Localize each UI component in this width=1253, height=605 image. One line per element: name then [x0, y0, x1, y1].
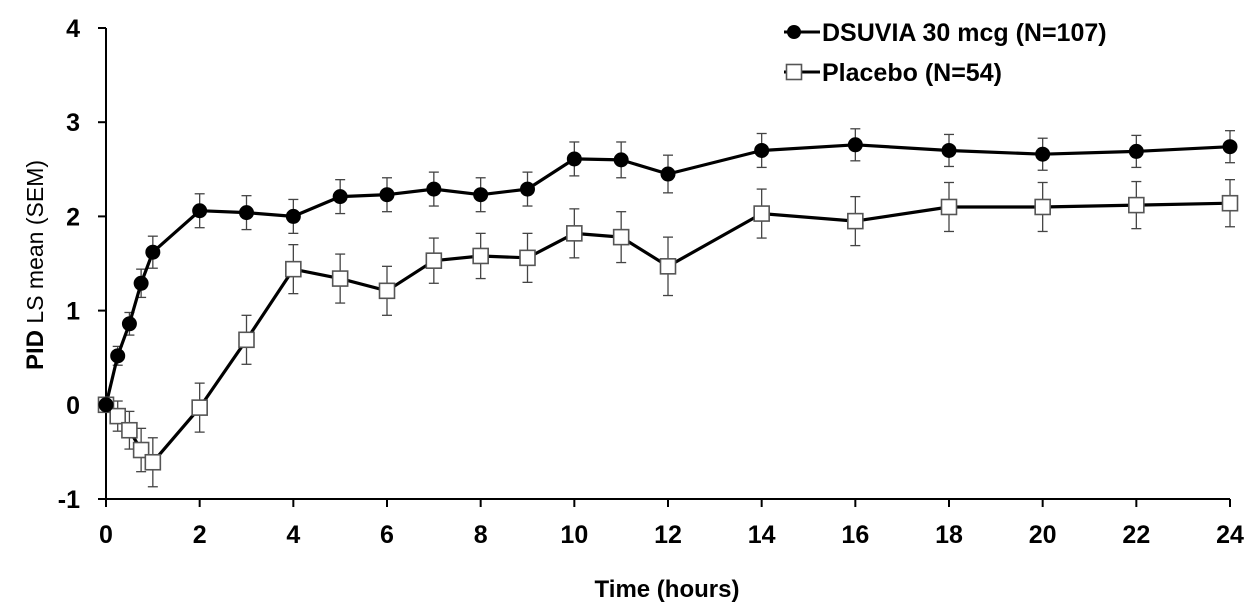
data-point-dsuvia [379, 187, 395, 203]
data-point-placebo [566, 225, 583, 242]
y-tick-label: 4 [66, 15, 80, 43]
data-point-dsuvia [98, 397, 114, 413]
data-point-placebo [191, 399, 208, 416]
data-point-placebo [238, 331, 255, 349]
x-tick-label: 16 [841, 521, 869, 549]
data-point-dsuvia [660, 166, 676, 182]
data-point-dsuvia [426, 181, 442, 197]
data-point-placebo [144, 453, 162, 471]
x-tick-label: 8 [474, 521, 488, 549]
error-bars [112, 128, 1235, 488]
y-axis-title-bold: PID [22, 330, 49, 370]
data-point-dsuvia [613, 152, 629, 168]
axes [98, 27, 1231, 507]
x-tick-label: 2 [193, 521, 207, 549]
legend-label-1: Placebo (N=54) [822, 59, 1002, 87]
data-point-dsuvia [110, 348, 126, 364]
x-tick-label: 22 [1122, 521, 1150, 549]
data-point-dsuvia [941, 142, 957, 158]
series-markers [97, 137, 1239, 471]
x-tick-label: 24 [1216, 521, 1244, 549]
data-point-dsuvia [1128, 143, 1144, 159]
data-point-dsuvia [239, 205, 254, 221]
data-point-dsuvia [754, 142, 770, 158]
data-point-placebo [132, 441, 150, 459]
data-point-dsuvia [566, 151, 582, 167]
y-tick-label: 3 [66, 109, 80, 137]
data-point-dsuvia [1035, 146, 1051, 162]
x-tick-label: 20 [1029, 521, 1057, 549]
data-point-placebo [659, 258, 677, 275]
data-point-dsuvia [1222, 139, 1238, 155]
data-point-placebo [121, 421, 138, 439]
y-tick-label: 0 [66, 392, 80, 420]
data-point-dsuvia [133, 275, 149, 291]
legend-marker-placebo [785, 63, 803, 81]
data-point-placebo [285, 260, 302, 278]
x-axis-title: Time (hours) [595, 576, 740, 603]
data-point-dsuvia [473, 187, 489, 203]
data-point-dsuvia [332, 189, 348, 205]
data-point-dsuvia [520, 181, 535, 197]
y-tick-label: -1 [58, 486, 80, 514]
x-tick-label: 6 [380, 521, 394, 549]
data-point-dsuvia [192, 203, 208, 219]
data-point-placebo [472, 247, 489, 265]
legend-marker-dsuvia [787, 25, 801, 39]
x-tick-label: 10 [560, 521, 588, 549]
data-point-placebo [1128, 196, 1145, 214]
data-point-placebo [425, 252, 443, 269]
data-point-placebo [331, 270, 349, 287]
x-tick-label: 0 [99, 521, 113, 549]
data-point-dsuvia [847, 137, 863, 153]
x-tick-label: 18 [935, 521, 963, 549]
data-point-placebo [378, 282, 396, 300]
x-tick-label: 12 [654, 521, 682, 549]
data-point-placebo [1034, 198, 1051, 216]
legend: DSUVIA 30 mcg (N=107) Placebo (N=54) [784, 19, 1107, 87]
data-point-placebo [847, 212, 864, 230]
data-point-placebo [1221, 194, 1239, 212]
data-point-dsuvia [145, 244, 161, 260]
data-point-placebo [753, 205, 770, 222]
x-tick-label: 14 [748, 521, 776, 549]
data-point-placebo [519, 249, 536, 267]
data-point-dsuvia [285, 208, 301, 224]
series-line-0 [104, 143, 1231, 406]
y-axis-title-rest: LS mean (SEM) [22, 160, 48, 330]
legend-label-0: DSUVIA 30 mcg (N=107) [822, 19, 1107, 47]
data-point-placebo [940, 198, 958, 216]
x-tick-label: 4 [286, 521, 300, 549]
y-tick-label: 2 [66, 203, 80, 231]
data-point-placebo [612, 228, 630, 246]
y-tick-label: 1 [66, 298, 80, 326]
data-point-placebo [109, 407, 127, 425]
data-point-dsuvia [121, 316, 137, 332]
y-axis-title: PID LS mean (SEM) [22, 160, 49, 370]
